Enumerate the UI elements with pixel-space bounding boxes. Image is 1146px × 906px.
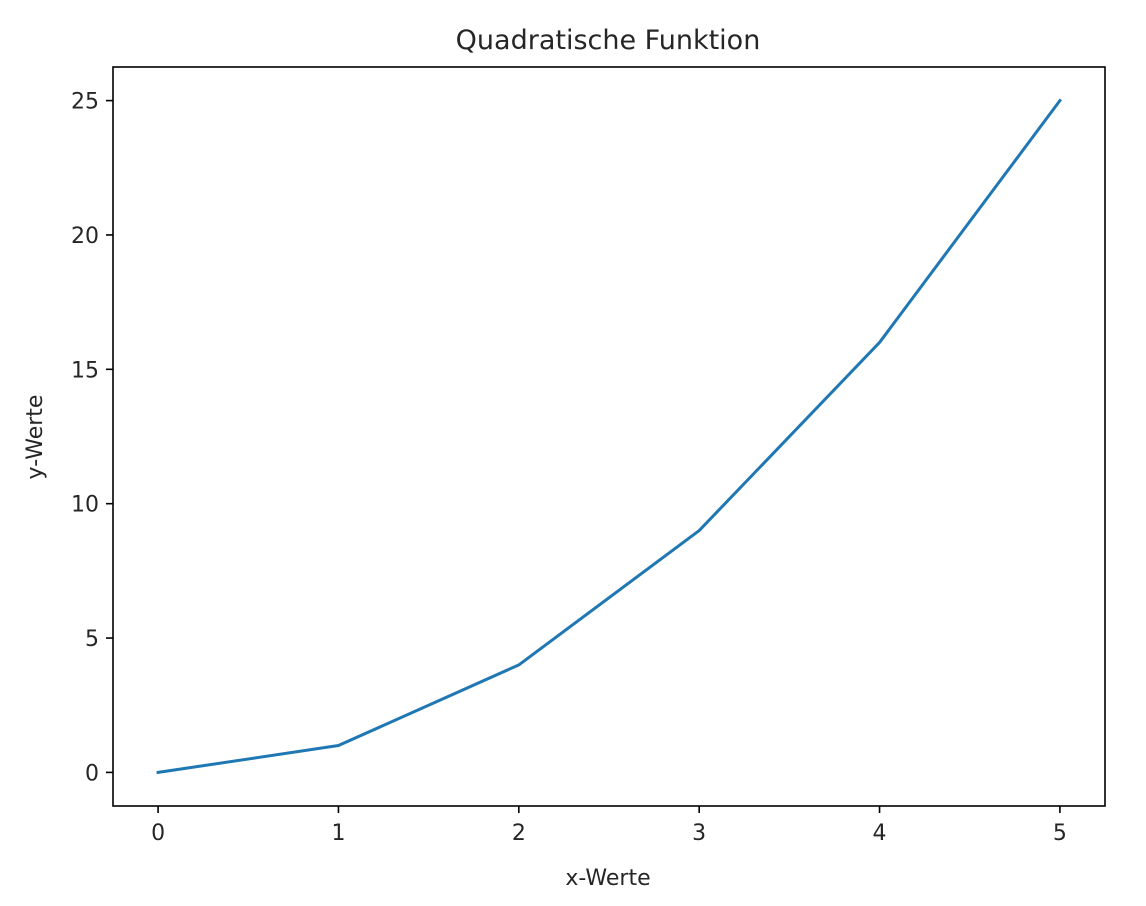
- y-axis-label: y-Werte: [23, 395, 48, 480]
- y-tick-label: 25: [71, 90, 99, 115]
- x-axis-label: x-Werte: [565, 866, 650, 891]
- axes: 0 1 2 3 4 5 0 5 10 15 20 25: [71, 66, 1106, 846]
- y-tick-label: 20: [71, 224, 99, 249]
- y-tick-label: 5: [85, 627, 99, 652]
- x-tick-label: 3: [692, 821, 706, 846]
- axes-frame: [112, 66, 1106, 807]
- y-tick-label: 0: [85, 761, 99, 786]
- x-tick-label: 1: [331, 821, 345, 846]
- x-tick-label: 4: [873, 821, 887, 846]
- chart-title: Quadratische Funktion: [456, 25, 761, 56]
- series-line-0: [156, 98, 1063, 775]
- x-tick-label: 5: [1053, 821, 1067, 846]
- x-tick-label: 2: [512, 821, 526, 846]
- y-tick-label: 10: [71, 493, 99, 518]
- plot-area: [156, 98, 1063, 775]
- y-tick-label: 15: [71, 358, 99, 383]
- x-tick-label: 0: [151, 821, 165, 846]
